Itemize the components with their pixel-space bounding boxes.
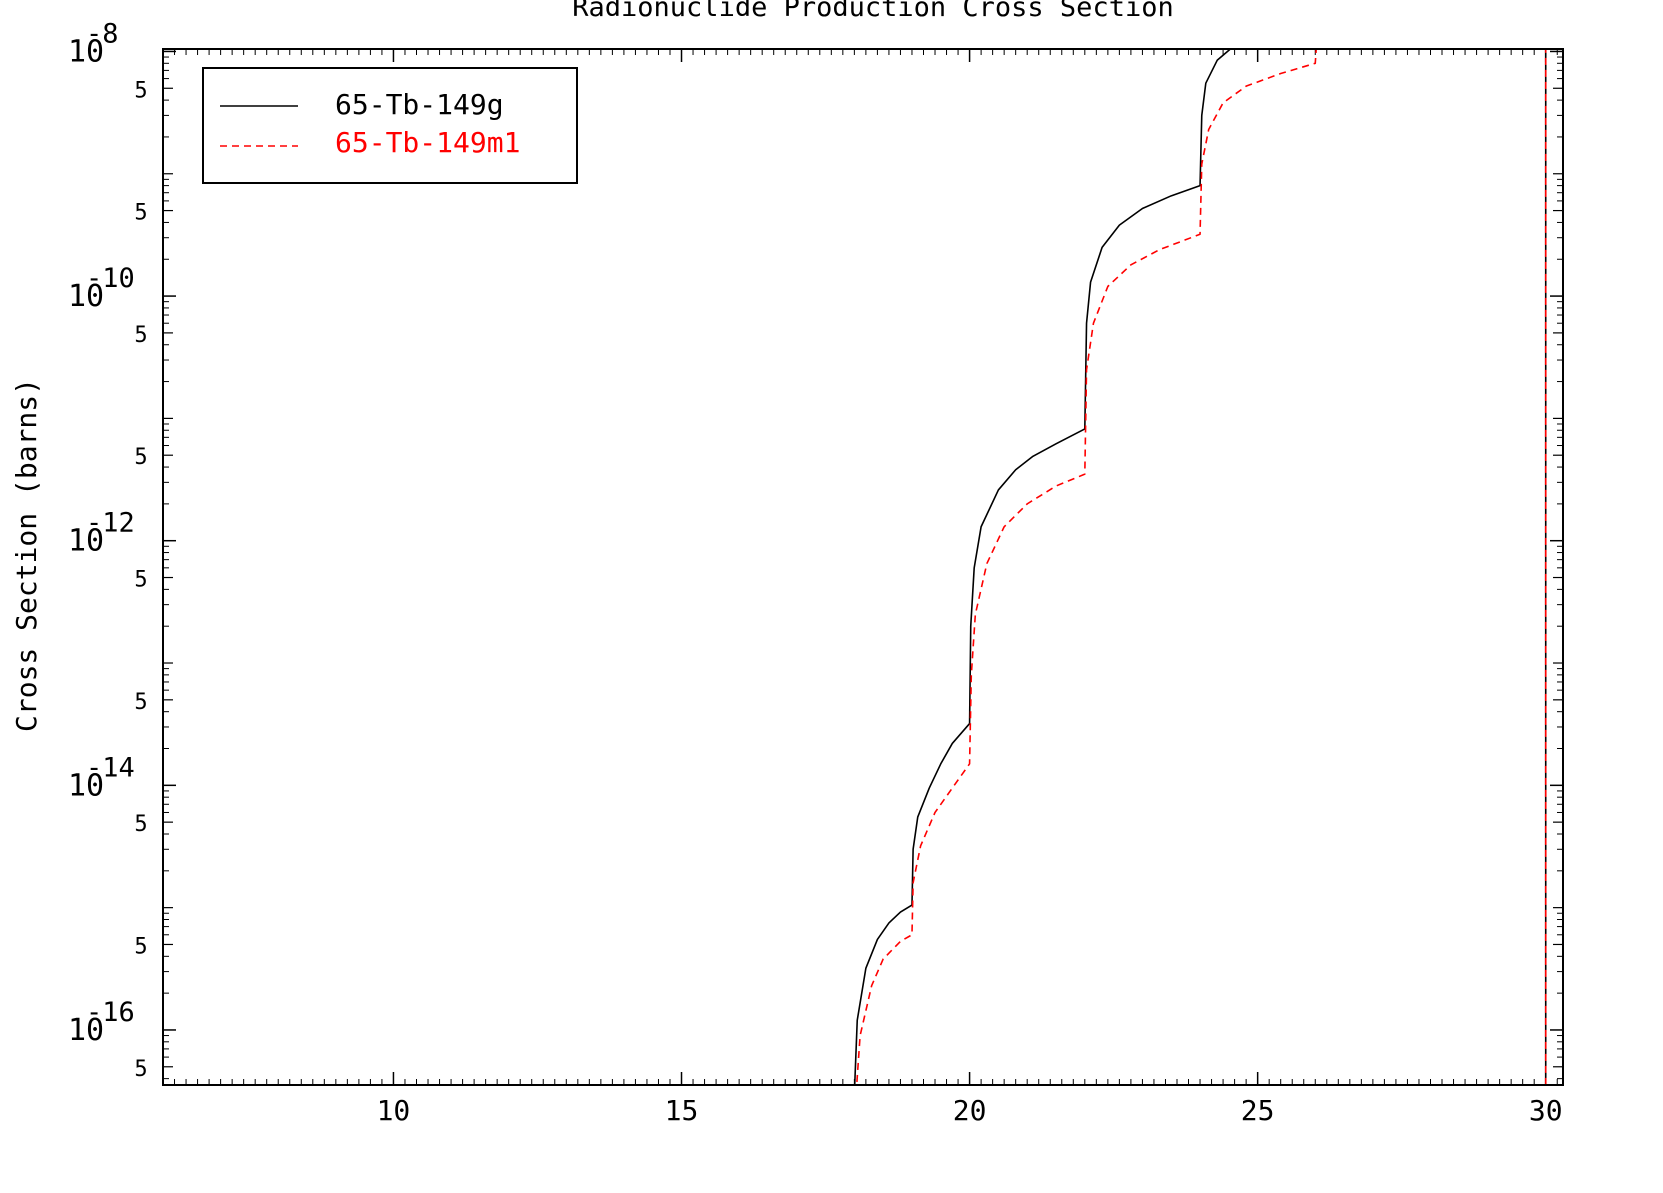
series-line bbox=[853, 49, 1547, 1085]
y-decade-base: 10 bbox=[68, 768, 104, 803]
y-five-label: 5 bbox=[134, 201, 147, 226]
legend: 65-Tb-149g 65-Tb-149m1 bbox=[202, 67, 578, 184]
legend-label-tb149m1: 65-Tb-149m1 bbox=[335, 126, 520, 159]
y-axis-label: Cross Section (barns) bbox=[10, 378, 43, 732]
plot-frame bbox=[162, 48, 1564, 1086]
legend-box bbox=[202, 67, 578, 184]
y-decade-base: 10 bbox=[68, 524, 104, 559]
series-line bbox=[855, 49, 1547, 1085]
y-decade-label: 10-8 bbox=[68, 18, 119, 69]
x-tick-label: 15 bbox=[665, 1094, 699, 1127]
y-five-label: 5 bbox=[134, 934, 147, 959]
series-tb149g bbox=[853, 49, 1547, 1085]
y-decade-label: 10-12 bbox=[68, 508, 135, 559]
y-five-label: 5 bbox=[134, 568, 147, 593]
legend-label-tb149g: 65-Tb-149g bbox=[335, 88, 504, 121]
y-five-label: 5 bbox=[134, 78, 147, 103]
x-tick-label: 20 bbox=[953, 1094, 987, 1127]
y-decade-label: 10-10 bbox=[68, 263, 135, 314]
series-group bbox=[853, 49, 1547, 1085]
y-decade-power: -8 bbox=[86, 18, 119, 49]
y-decade-power: -16 bbox=[86, 997, 135, 1028]
x-tick-label: 30 bbox=[1529, 1094, 1563, 1127]
y-decade-base: 10 bbox=[68, 34, 104, 69]
y-decade-power: -12 bbox=[86, 508, 135, 539]
x-tick-labels: 10 15 20 25 30 bbox=[377, 1094, 1563, 1127]
y-five-label: 5 bbox=[134, 1057, 147, 1082]
y-decade-power: -10 bbox=[86, 263, 135, 294]
y-decade-power: -14 bbox=[86, 752, 135, 783]
y-decade-label: 10-14 bbox=[68, 752, 135, 803]
y-five-label: 5 bbox=[134, 690, 147, 715]
x-tick-label: 25 bbox=[1241, 1094, 1275, 1127]
y-five-label: 5 bbox=[134, 812, 147, 837]
y-decade-base: 10 bbox=[68, 1013, 104, 1048]
y-decade-label: 10-16 bbox=[68, 997, 135, 1048]
chart-title: Radionuclide Production Cross Section bbox=[572, 0, 1173, 23]
y-decade-base: 10 bbox=[68, 279, 104, 314]
y-five-label: 5 bbox=[134, 445, 147, 470]
y-five-label: 5 bbox=[134, 323, 147, 348]
series-tb149m1 bbox=[855, 49, 1547, 1085]
x-tick-label: 10 bbox=[377, 1094, 411, 1127]
